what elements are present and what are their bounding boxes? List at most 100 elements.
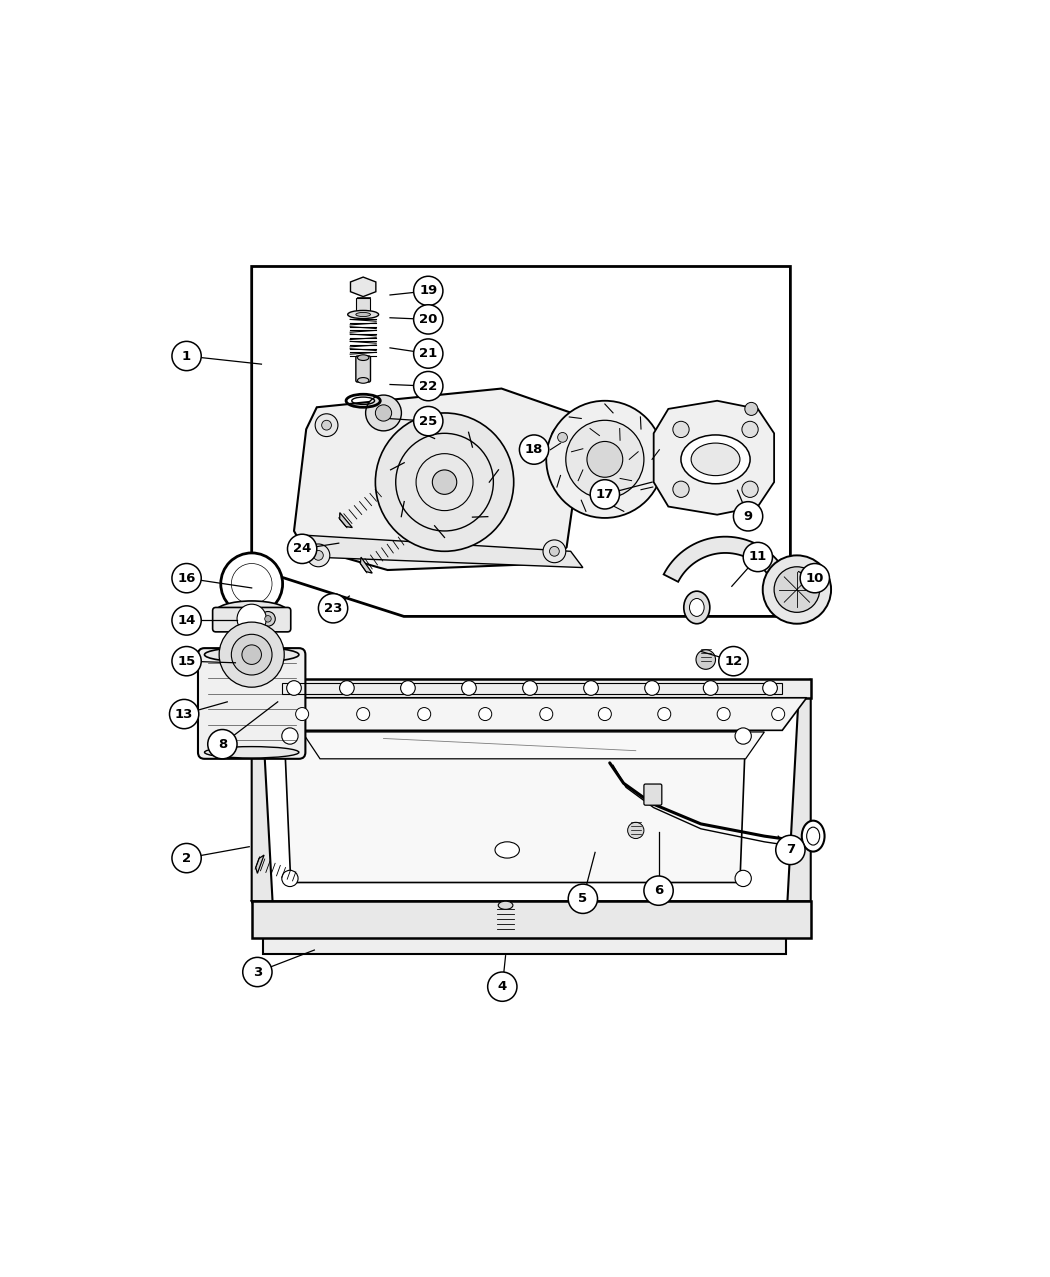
FancyBboxPatch shape xyxy=(356,356,371,382)
Polygon shape xyxy=(256,856,265,873)
Polygon shape xyxy=(340,512,353,527)
Circle shape xyxy=(287,681,301,696)
Circle shape xyxy=(719,646,748,676)
Circle shape xyxy=(520,435,549,465)
Circle shape xyxy=(742,421,758,438)
Circle shape xyxy=(717,707,730,720)
Circle shape xyxy=(657,707,671,720)
Circle shape xyxy=(590,480,619,510)
Circle shape xyxy=(357,707,370,720)
Circle shape xyxy=(414,372,443,401)
Circle shape xyxy=(208,729,237,759)
Circle shape xyxy=(307,544,330,567)
Ellipse shape xyxy=(215,601,289,623)
Circle shape xyxy=(243,958,272,987)
Circle shape xyxy=(281,728,298,744)
Text: 4: 4 xyxy=(498,981,507,994)
Circle shape xyxy=(584,681,598,696)
Polygon shape xyxy=(786,679,811,922)
Circle shape xyxy=(281,871,298,886)
Polygon shape xyxy=(261,697,806,730)
Circle shape xyxy=(418,707,430,720)
Text: 18: 18 xyxy=(525,443,543,456)
Circle shape xyxy=(762,555,832,623)
Ellipse shape xyxy=(495,842,520,858)
Circle shape xyxy=(376,412,513,552)
Text: 17: 17 xyxy=(595,488,614,501)
Circle shape xyxy=(479,707,491,720)
Circle shape xyxy=(172,843,202,872)
Text: 9: 9 xyxy=(743,510,753,522)
Polygon shape xyxy=(264,922,786,954)
Text: 16: 16 xyxy=(177,572,195,585)
Circle shape xyxy=(598,707,611,720)
Ellipse shape xyxy=(690,599,705,617)
Circle shape xyxy=(231,635,272,676)
Circle shape xyxy=(265,616,271,622)
Circle shape xyxy=(540,707,552,720)
Circle shape xyxy=(321,420,332,430)
Text: 14: 14 xyxy=(177,614,195,627)
Circle shape xyxy=(288,534,317,563)
Ellipse shape xyxy=(684,591,710,623)
Text: 2: 2 xyxy=(182,852,191,865)
Ellipse shape xyxy=(357,378,369,383)
Polygon shape xyxy=(252,679,811,697)
Text: 6: 6 xyxy=(654,884,664,898)
Circle shape xyxy=(172,605,202,635)
Circle shape xyxy=(776,835,805,865)
Circle shape xyxy=(558,433,567,442)
Ellipse shape xyxy=(357,355,369,360)
Circle shape xyxy=(543,540,566,563)
Circle shape xyxy=(487,972,517,1001)
Circle shape xyxy=(237,604,267,633)
Text: 23: 23 xyxy=(323,601,342,614)
Circle shape xyxy=(735,871,752,886)
Circle shape xyxy=(401,681,415,696)
Text: 15: 15 xyxy=(177,655,195,668)
Polygon shape xyxy=(664,536,786,582)
Circle shape xyxy=(743,543,773,572)
Ellipse shape xyxy=(356,313,371,317)
Circle shape xyxy=(315,414,338,437)
Circle shape xyxy=(742,481,758,498)
Circle shape xyxy=(169,700,198,729)
Text: 7: 7 xyxy=(785,843,795,857)
Polygon shape xyxy=(252,902,811,922)
Circle shape xyxy=(673,481,689,498)
Ellipse shape xyxy=(205,747,299,759)
Circle shape xyxy=(568,884,597,913)
Ellipse shape xyxy=(802,821,824,852)
Circle shape xyxy=(587,442,623,478)
Circle shape xyxy=(376,405,392,421)
Circle shape xyxy=(551,427,574,448)
Circle shape xyxy=(774,567,820,613)
Circle shape xyxy=(414,305,443,335)
Circle shape xyxy=(365,395,401,430)
Ellipse shape xyxy=(681,435,750,484)
Text: 3: 3 xyxy=(253,965,262,978)
Circle shape xyxy=(673,421,689,438)
Polygon shape xyxy=(302,732,764,759)
Circle shape xyxy=(549,547,560,557)
Text: 24: 24 xyxy=(293,543,311,555)
Ellipse shape xyxy=(205,647,299,661)
Polygon shape xyxy=(294,388,595,570)
Polygon shape xyxy=(252,679,274,922)
Polygon shape xyxy=(654,401,774,515)
Circle shape xyxy=(704,681,718,696)
Circle shape xyxy=(339,681,354,696)
Text: 22: 22 xyxy=(419,379,438,392)
Circle shape xyxy=(314,550,323,561)
FancyBboxPatch shape xyxy=(212,608,291,632)
Circle shape xyxy=(735,728,752,744)
Circle shape xyxy=(242,645,261,664)
Polygon shape xyxy=(252,902,811,937)
Circle shape xyxy=(696,650,715,669)
Text: 10: 10 xyxy=(805,572,824,585)
Ellipse shape xyxy=(691,443,740,475)
Ellipse shape xyxy=(499,902,512,909)
Circle shape xyxy=(772,707,784,720)
Text: 13: 13 xyxy=(175,707,193,720)
Text: 11: 11 xyxy=(749,550,766,563)
